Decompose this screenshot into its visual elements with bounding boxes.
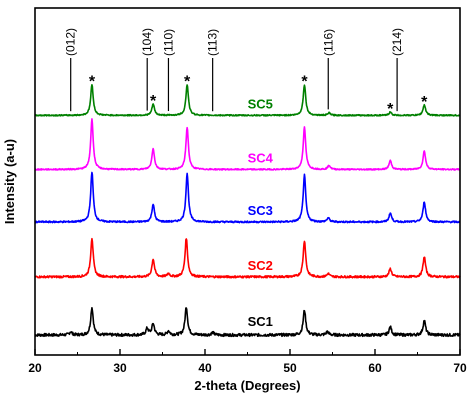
peak-star-marker: * — [421, 94, 428, 111]
series-line-sc3 — [34, 171, 461, 224]
series-label-sc2: SC2 — [248, 258, 273, 273]
peak-star-marker: * — [150, 93, 157, 110]
x-tick-label: 70 — [453, 361, 467, 375]
peak-label: (214) — [390, 28, 404, 56]
x-tick-label: 40 — [198, 361, 212, 375]
peak-star-marker: * — [301, 74, 308, 91]
y-axis-title: Intensity (a-u) — [2, 139, 17, 224]
axis-layer: 20 30 40 50 60 70 — [28, 349, 467, 375]
peak-label: (110) — [161, 29, 175, 56]
series-line-sc5 — [34, 84, 461, 117]
x-tick-label: 50 — [283, 361, 297, 375]
annotation-layer: (012) (104) (110) (113) (116) (214) * * * * * * — [64, 28, 428, 118]
peak-label: (012) — [64, 28, 78, 56]
plot-frame — [34, 7, 461, 356]
peak-label: (116) — [321, 29, 335, 56]
peak-star-marker: * — [89, 74, 96, 91]
series-line-sc4 — [34, 118, 461, 171]
peak-star-marker: * — [387, 101, 394, 118]
series-line-sc2 — [34, 237, 461, 279]
peak-label: (113) — [206, 29, 220, 56]
x-tick-label: 20 — [28, 361, 42, 375]
series-label-sc3: SC3 — [248, 203, 273, 218]
series-label-sc5: SC5 — [248, 96, 273, 111]
x-tick-label: 30 — [113, 361, 127, 375]
series-line-sc1 — [34, 306, 461, 338]
x-axis-title: 2-theta (Degrees) — [194, 378, 300, 393]
x-tick-label: 60 — [368, 361, 382, 375]
peak-label: (104) — [140, 28, 154, 56]
series-label-sc4: SC4 — [248, 150, 274, 165]
peak-star-marker: * — [184, 74, 191, 91]
series-label-sc1: SC1 — [248, 314, 273, 329]
series-layer: SC1 SC2 SC3 SC4 SC5 — [34, 84, 461, 338]
